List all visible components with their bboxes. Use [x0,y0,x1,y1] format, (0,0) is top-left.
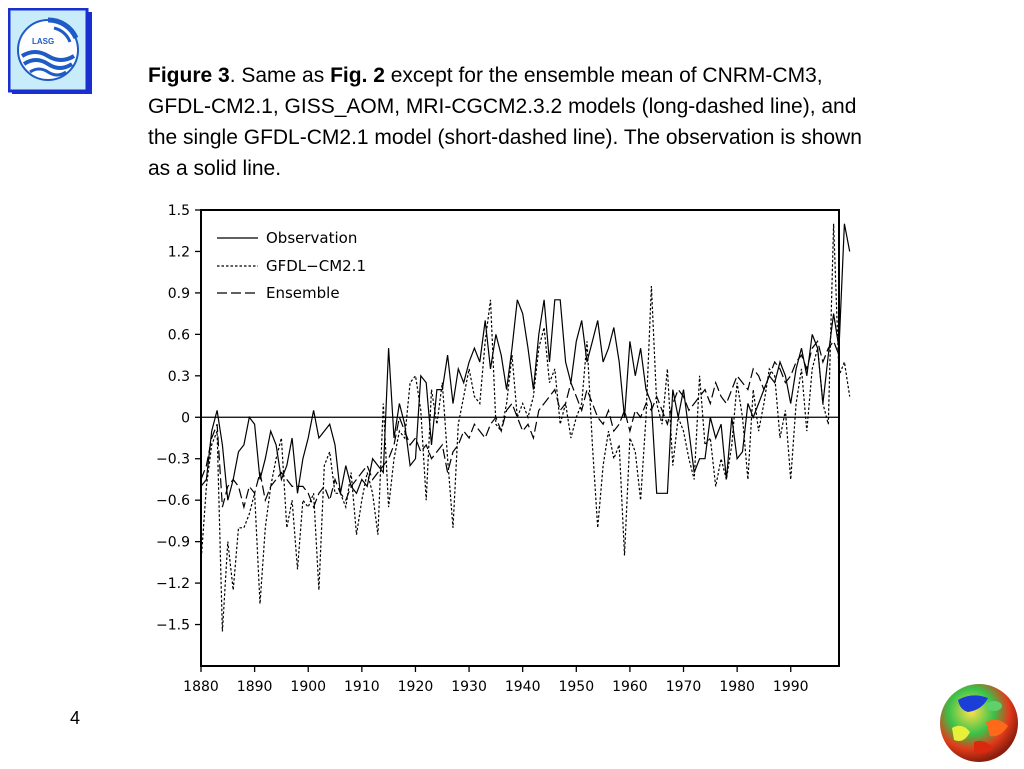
x-tick-label: 1980 [719,679,755,695]
x-tick-label: 1940 [505,679,541,695]
y-tick-label: −0.9 [156,535,190,551]
plot-frame [200,209,840,667]
legend-label: Observation [266,229,357,247]
y-tick-label: −1.2 [156,576,190,592]
x-tick-label: 1900 [290,679,326,695]
x-tick-label: 1920 [398,679,434,695]
y-tick-label: 0 [181,410,190,426]
globe-image [938,682,1020,764]
series-line-short-dashed [200,223,851,632]
x-tick-label: 1910 [344,679,380,695]
x-tick-label: 1990 [773,679,809,695]
logo-text: LASG [32,37,54,46]
caption-part1: . Same as [229,64,331,87]
series-layer [200,223,851,632]
x-tick-label: 1970 [666,679,702,695]
x-tick-label: 1960 [612,679,648,695]
caption-part2: except for the ensemble mean of CNRM-CM3… [148,64,862,180]
legend: Observation GFDL−CM2.1 Ensemble [217,229,366,302]
legend-label: Ensemble [266,284,340,302]
y-tick-label: −0.3 [156,452,190,468]
figure-label: Figure 3 [148,64,230,87]
y-tick-label: 1.5 [168,203,190,219]
x-tick-label: 1930 [451,679,487,695]
page-number: 4 [70,708,81,728]
series-line-long-dashed [200,339,840,510]
y-tick-label: 1.2 [168,244,190,260]
y-tick-label: −1.5 [156,618,190,634]
lasg-logo: LASG [7,7,92,94]
figure-caption: Figure 3. Same as Fig. 2 except for the … [148,60,868,184]
x-tick-label: 1950 [558,679,594,695]
y-tick-label: 0.3 [168,369,190,385]
y-axis: 1.5 1.2 0.9 0.6 0.3 0 −0.3 −0.6 −0.9 −1.2 −1.5 [156,203,201,634]
x-tick-label: 1890 [237,679,273,695]
series-line-solid [200,223,851,501]
y-tick-label: −0.6 [156,493,190,509]
figure-reference: Fig. 2 [330,64,385,87]
x-axis: 1880 1890 1900 1910 1920 1930 1940 1950 1960 1970… [183,666,809,695]
x-tick-label: 1880 [183,679,219,695]
y-tick-label: 0.6 [168,327,190,343]
y-tick-label: 0.9 [168,286,190,302]
legend-label: GFDL−CM2.1 [266,257,366,275]
